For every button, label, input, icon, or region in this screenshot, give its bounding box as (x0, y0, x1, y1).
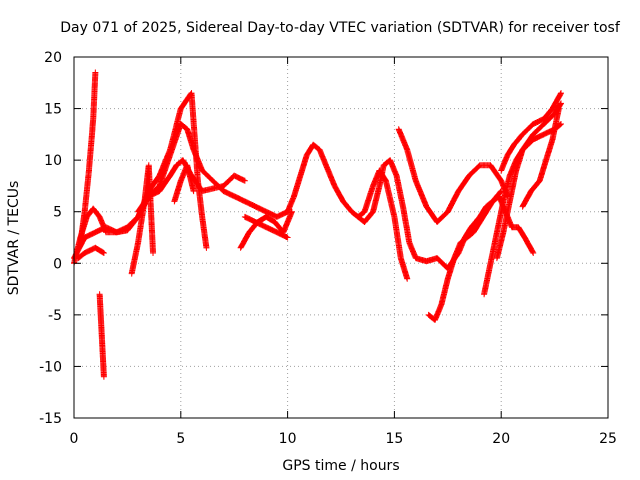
y-tick-label: -15 (39, 411, 62, 427)
chart-title: Day 071 of 2025, Sidereal Day-to-day VTE… (60, 20, 621, 36)
series-trace-11 (284, 141, 505, 272)
data-point-markers (519, 105, 562, 210)
data-point-markers (75, 244, 107, 262)
x-tick-label: 20 (492, 431, 510, 447)
y-tick-label: 20 (44, 50, 62, 66)
data-point-markers (128, 162, 157, 277)
data-point-markers (493, 121, 565, 262)
x-tick-label: 15 (385, 431, 403, 447)
x-axis-label: GPS time / hours (282, 458, 399, 474)
y-tick-label: 15 (44, 102, 62, 118)
y-tick-label: 0 (53, 256, 62, 272)
data-point-markers (498, 90, 565, 174)
data-point-markers (284, 141, 505, 272)
data-point-markers (355, 167, 411, 282)
x-tick-label: 5 (176, 431, 185, 447)
y-tick-label: -10 (39, 359, 62, 375)
series-trace-17 (498, 90, 565, 174)
series-trace-10 (241, 213, 291, 241)
axis-ticks: 0 5 10 15 20 25 -15 -10 -5 0 5 10 15 20 (39, 50, 617, 447)
series-trace-3 (75, 244, 107, 262)
series-trace-6 (128, 162, 157, 277)
data-point-markers (96, 291, 107, 380)
data-point-markers (241, 213, 291, 241)
x-tick-label: 10 (279, 431, 297, 447)
x-tick-label: 25 (599, 431, 617, 447)
y-tick-label: 5 (53, 205, 62, 221)
data-point-markers (395, 126, 511, 225)
series-trace-12 (355, 167, 411, 282)
y-tick-label: 10 (44, 153, 62, 169)
series-trace-18 (519, 105, 562, 210)
series-trace-16 (493, 121, 565, 262)
data-point-markers (77, 69, 99, 246)
series-trace-5 (96, 291, 107, 380)
data-point-markers (171, 162, 197, 205)
series-trace-8 (171, 162, 197, 205)
series-trace-13 (395, 126, 511, 225)
series-trace-4 (77, 69, 99, 246)
plot-frame (73, 56, 609, 419)
y-tick-label: -5 (48, 308, 62, 324)
y-axis-label: SDTVAR / TECUs (6, 181, 22, 296)
x-tick-label: 0 (70, 431, 79, 447)
